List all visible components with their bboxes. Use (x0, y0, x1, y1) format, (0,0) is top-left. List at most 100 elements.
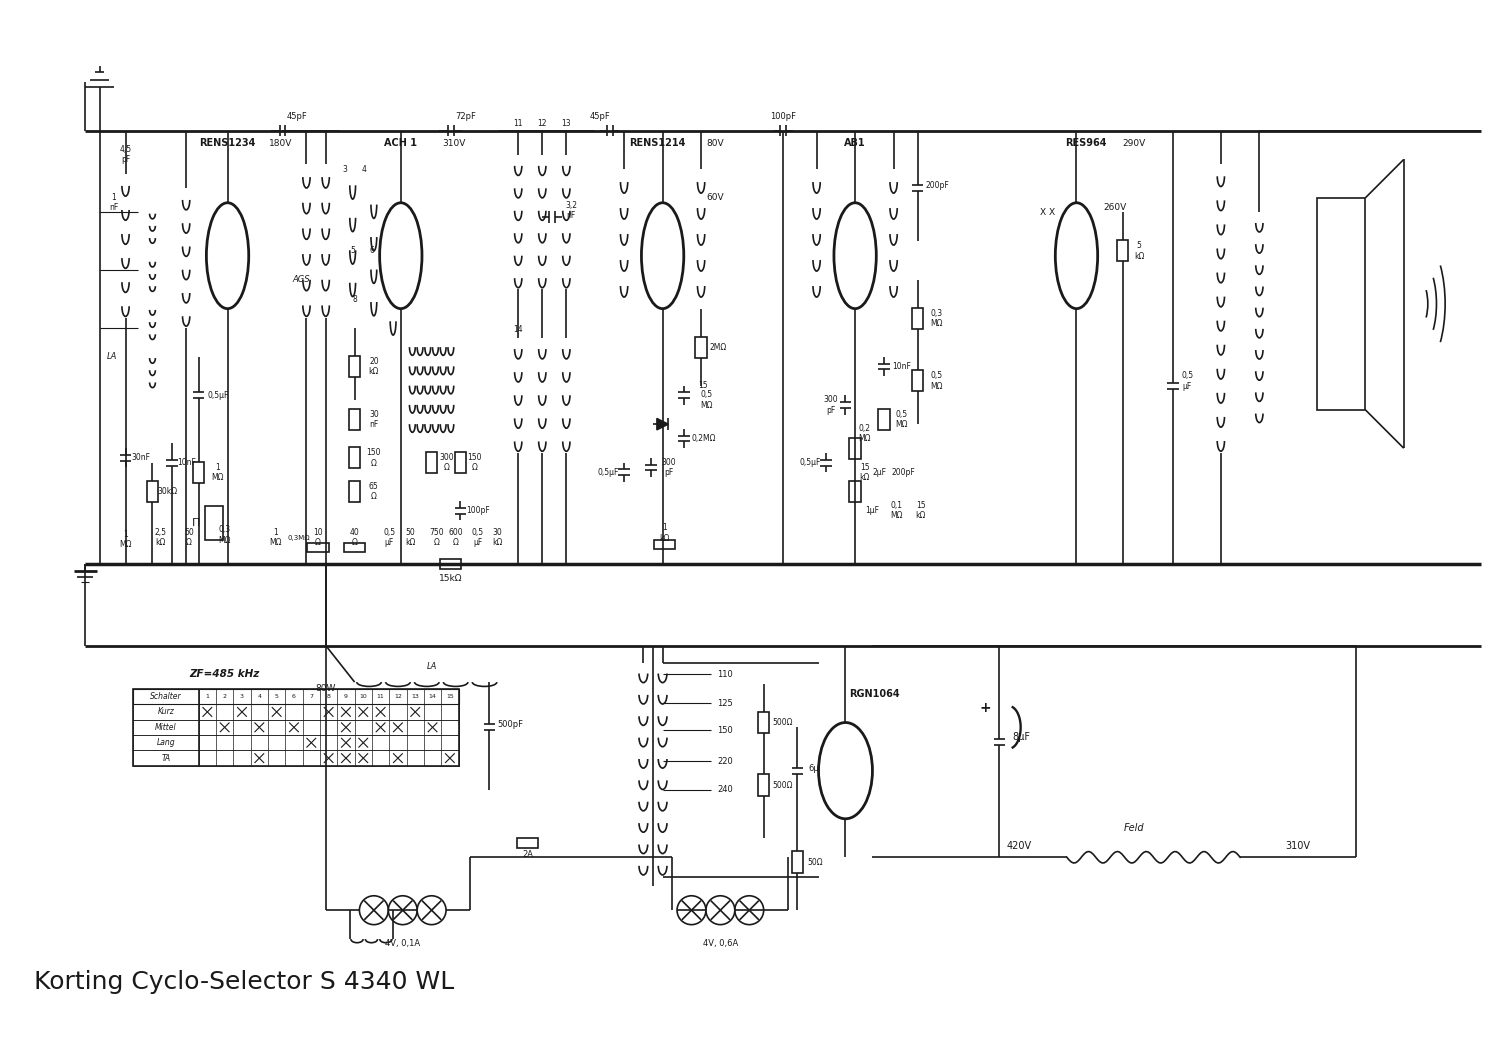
Text: 45pF: 45pF (590, 111, 610, 121)
Text: RGN1064: RGN1064 (849, 689, 900, 698)
Text: 0,2MΩ: 0,2MΩ (692, 434, 715, 443)
Text: 200pF: 200pF (891, 468, 915, 476)
Text: 10nF: 10nF (177, 458, 197, 467)
Bar (1317, 198, 1365, 410)
Bar (654, 540, 675, 550)
Text: 100pF: 100pF (466, 506, 489, 516)
Text: 500pF: 500pF (498, 720, 523, 729)
Text: 3,2
nF: 3,2 nF (566, 201, 578, 221)
Text: 750
Ω: 750 Ω (429, 528, 444, 547)
Ellipse shape (834, 203, 876, 309)
Text: 150
Ω: 150 Ω (366, 448, 381, 468)
Text: TA: TA (162, 753, 171, 763)
Text: 0,5μF: 0,5μF (207, 390, 228, 400)
Text: 3: 3 (342, 164, 348, 174)
Text: 500Ω: 500Ω (772, 718, 794, 727)
Text: LA: LA (426, 662, 436, 672)
Text: 15kΩ: 15kΩ (440, 574, 462, 582)
Text: 7: 7 (309, 694, 314, 699)
Bar (194, 462, 204, 483)
Text: 200pF: 200pF (926, 181, 950, 190)
Text: 10nF: 10nF (892, 362, 910, 371)
Text: 125: 125 (717, 699, 734, 708)
Text: 30
nF: 30 nF (369, 410, 378, 429)
Bar (441, 559, 462, 569)
Text: 2: 2 (222, 694, 226, 699)
Text: 72pF: 72pF (454, 111, 476, 121)
Text: AGS: AGS (292, 275, 310, 284)
Bar (134, 735, 459, 750)
Bar (134, 719, 459, 735)
Bar (912, 370, 924, 392)
Text: 50Ω: 50Ω (807, 857, 822, 867)
Text: 150
Ω: 150 Ω (468, 453, 482, 472)
Text: ACH 1: ACH 1 (384, 138, 417, 149)
Text: 1
MΩ: 1 MΩ (120, 529, 132, 550)
Text: 4V, 0,6A: 4V, 0,6A (702, 939, 738, 949)
Text: 0,5μF: 0,5μF (800, 458, 820, 467)
Text: 15: 15 (698, 381, 708, 390)
Ellipse shape (207, 203, 249, 309)
Text: Schalter: Schalter (150, 692, 182, 701)
Bar (350, 481, 360, 502)
Text: 2MΩ: 2MΩ (710, 343, 728, 351)
Text: 1
MΩ: 1 MΩ (270, 528, 282, 547)
Bar (350, 448, 360, 468)
Polygon shape (657, 418, 669, 430)
Text: Kurz: Kurz (158, 708, 174, 716)
Text: 310V: 310V (1286, 840, 1311, 851)
Text: 6: 6 (369, 246, 375, 256)
Bar (308, 542, 328, 552)
Text: 4V, 0,1A: 4V, 0,1A (386, 939, 420, 949)
Text: 14: 14 (429, 694, 436, 699)
Text: 0,3
MΩ: 0,3 MΩ (219, 525, 231, 544)
Text: AB1: AB1 (844, 138, 865, 149)
Bar (426, 452, 438, 473)
Text: 8: 8 (327, 694, 330, 699)
Text: Mittel: Mittel (154, 723, 177, 732)
Text: RENS1214: RENS1214 (630, 138, 686, 149)
Text: 7: 7 (388, 246, 393, 256)
Text: 220: 220 (717, 756, 734, 766)
Bar (1118, 240, 1128, 261)
Text: 260V: 260V (1104, 203, 1126, 212)
Text: 0,1A: 0,1A (822, 762, 840, 770)
Bar (758, 712, 770, 733)
Text: 2μF: 2μF (871, 468, 886, 476)
Bar (878, 408, 890, 430)
Text: 45pF: 45pF (286, 111, 308, 121)
Text: 9: 9 (344, 694, 348, 699)
Text: 14: 14 (513, 326, 523, 334)
Text: 5
kΩ: 5 kΩ (1134, 241, 1144, 261)
Text: 30kΩ: 30kΩ (158, 487, 178, 497)
Text: 11: 11 (513, 119, 523, 128)
Text: 60V: 60V (706, 193, 724, 203)
Text: Lang: Lang (156, 738, 176, 747)
Text: 20
kΩ: 20 kΩ (369, 356, 380, 376)
Text: 100pF: 100pF (770, 111, 796, 121)
Text: X X: X X (1040, 208, 1054, 216)
Bar (134, 689, 459, 705)
Bar (134, 750, 459, 766)
Ellipse shape (1056, 203, 1098, 309)
Bar (758, 775, 770, 796)
Text: 110: 110 (717, 669, 734, 679)
Ellipse shape (819, 723, 873, 819)
Text: 12: 12 (394, 694, 402, 699)
Ellipse shape (380, 203, 422, 309)
Text: 240: 240 (717, 785, 734, 795)
Text: RENS1234: RENS1234 (200, 138, 255, 149)
Text: 15: 15 (446, 694, 454, 699)
Text: 50
Ω: 50 Ω (184, 528, 194, 547)
Text: 300
pF: 300 pF (824, 395, 839, 415)
Text: 0,5
μF: 0,5 μF (1180, 371, 1192, 390)
Text: 80W: 80W (315, 684, 336, 693)
Text: 4: 4 (362, 164, 366, 174)
Text: Korting Cyclo-Selector S 4340 WL: Korting Cyclo-Selector S 4340 WL (34, 971, 454, 994)
Text: 0,3MΩ: 0,3MΩ (288, 535, 310, 541)
Text: 13: 13 (411, 694, 419, 699)
Text: 1: 1 (206, 694, 210, 699)
Text: 500Ω: 500Ω (772, 781, 794, 789)
Text: 15
kΩ: 15 kΩ (915, 501, 926, 521)
Text: 420V: 420V (1007, 840, 1032, 851)
